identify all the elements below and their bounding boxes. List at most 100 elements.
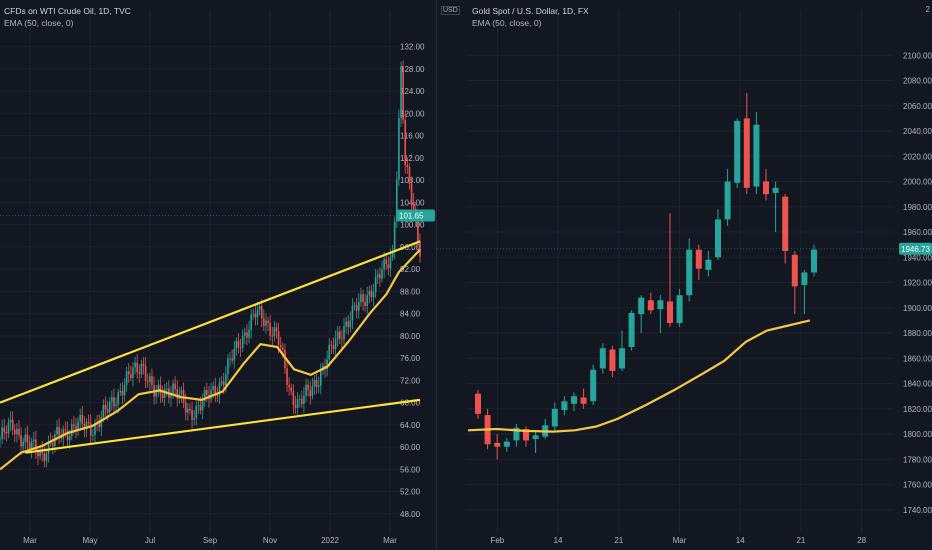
oil-y-tick-label: 68.00: [400, 399, 421, 408]
oil-candle-body: [222, 381, 225, 386]
gold-last-price-label: 1946.73: [901, 245, 930, 254]
oil-candle-body: [296, 399, 299, 408]
gold-x-tick-label: 28: [857, 536, 866, 545]
oil-candle-body: [89, 423, 92, 436]
gold-y-tick-label: 1760.00: [903, 481, 932, 490]
oil-candle-body: [351, 305, 354, 321]
oil-candle-body: [241, 335, 244, 348]
oil-candle-body: [406, 165, 409, 168]
oil-candle-body: [199, 405, 202, 411]
oil-candle-body: [307, 384, 309, 390]
gold-candle-body: [676, 295, 683, 323]
oil-candle-body: [218, 383, 221, 396]
oil-y-tick-label: 84.00: [400, 310, 421, 319]
oil-candle-body: [149, 376, 151, 382]
gold-y-tick-label: 1780.00: [903, 455, 932, 464]
oil-candle-body: [113, 397, 115, 407]
oil-candle-body: [92, 435, 94, 437]
oil-candle-body: [309, 389, 312, 396]
oil-candle-body: [400, 66, 402, 119]
oil-candle-body: [159, 384, 162, 394]
gold-y-tick-label: 1840.00: [903, 380, 932, 389]
oil-candle-body: [252, 314, 255, 315]
gold-x-tick-label: Mar: [673, 536, 687, 545]
oil-y-tick-label: 104.00: [400, 198, 425, 207]
oil-candle-body: [193, 418, 195, 420]
oil-candle-body: [132, 367, 134, 378]
oil-candle-body: [47, 441, 50, 454]
gold-y-tick-label: 1860.00: [903, 354, 932, 363]
oil-candle-body: [370, 290, 373, 298]
gold-candle-body: [590, 369, 597, 402]
gold-candle-body: [734, 120, 741, 183]
oil-y-tick-label: 100.00: [400, 221, 425, 230]
oil-trendline: [25, 398, 421, 454]
corner-label: 2: [925, 5, 930, 14]
oil-candle-body: [263, 318, 265, 326]
oil-candle-body: [104, 404, 107, 410]
oil-last-price-label: 101.65: [399, 211, 424, 220]
oil-candle-body: [121, 390, 124, 396]
oil-candle-body: [332, 345, 335, 350]
oil-chart-title: CFDs on WTI Crude Oil, 1D, TVC: [4, 6, 131, 16]
oil-candle-body: [357, 302, 360, 311]
oil-x-tick-label: 2022: [321, 536, 339, 545]
gold-candle-body: [772, 187, 779, 193]
oil-candle-body: [68, 436, 71, 441]
gold-x-tick-label: 14: [554, 536, 563, 545]
gold-candle-body: [628, 312, 635, 347]
oil-candle-body: [203, 390, 206, 402]
oil-candle-body: [62, 429, 65, 439]
gold-candle-body: [503, 441, 510, 447]
oil-candle-body: [20, 435, 22, 447]
oil-chart-pane[interactable]: 48.00 52.00 56.00 60.00 64.00 68.00 72.00 76.00…: [0, 0, 436, 550]
oil-candle-body: [393, 221, 396, 251]
oil-candle-body: [362, 294, 364, 302]
oil-candle-body: [212, 385, 214, 390]
oil-candle-body: [117, 392, 119, 405]
oil-candle-body: [108, 401, 111, 413]
gold-x-tick-label: Feb: [490, 536, 504, 545]
oil-candle-body: [282, 347, 284, 350]
oil-ema-label: EMA (50, close, 0): [4, 18, 74, 28]
oil-y-tick-label: 88.00: [400, 287, 421, 296]
oil-candle-body: [155, 391, 157, 397]
oil-candle-body: [157, 384, 160, 392]
oil-candle-body: [174, 383, 176, 390]
gold-y-tick-label: 1740.00: [903, 506, 932, 515]
gold-candle-body: [743, 118, 750, 188]
oil-candle-body: [85, 421, 88, 430]
oil-candle-body: [387, 264, 390, 269]
oil-candle-body: [130, 374, 132, 378]
gold-candle-body: [494, 442, 501, 447]
oil-candle-body: [294, 404, 297, 408]
pane-divider[interactable]: [436, 0, 437, 550]
oil-candle-body: [26, 434, 29, 443]
oil-candle-body: [16, 428, 18, 435]
oil-candle-body: [391, 250, 394, 258]
oil-candle-body: [7, 422, 10, 434]
oil-candle-body: [18, 428, 20, 436]
oil-candle-body: [191, 410, 193, 420]
gold-last-price-tag: [899, 242, 932, 255]
oil-candle-body: [201, 401, 204, 411]
gold-ema-line: [467, 319, 811, 433]
oil-candle-body: [286, 368, 288, 385]
gold-chart-pane[interactable]: 1740.00 1760.00 1780.00 1800.00 1820.00 1840.…: [437, 0, 932, 550]
oil-legend: CFDs on WTI Crude Oil, 1D, TVC EMA (50, …: [4, 5, 131, 29]
gold-x-tick-label: 14: [736, 536, 745, 545]
oil-candle-body: [368, 290, 371, 296]
oil-candle-body: [290, 387, 293, 392]
oil-candle-body: [305, 384, 307, 396]
gold-candle-body: [686, 249, 693, 296]
oil-candle-body: [273, 327, 276, 337]
oil-candle-body: [216, 395, 219, 397]
oil-candle-body: [9, 419, 12, 423]
oil-candle-body: [355, 305, 358, 311]
oil-candle-body: [123, 385, 126, 396]
oil-candle-body: [298, 398, 301, 400]
oil-candle-body: [389, 257, 392, 269]
currency-badge[interactable]: USD: [441, 6, 460, 15]
gold-candle-body: [638, 297, 645, 315]
oil-candle-body: [3, 427, 6, 432]
